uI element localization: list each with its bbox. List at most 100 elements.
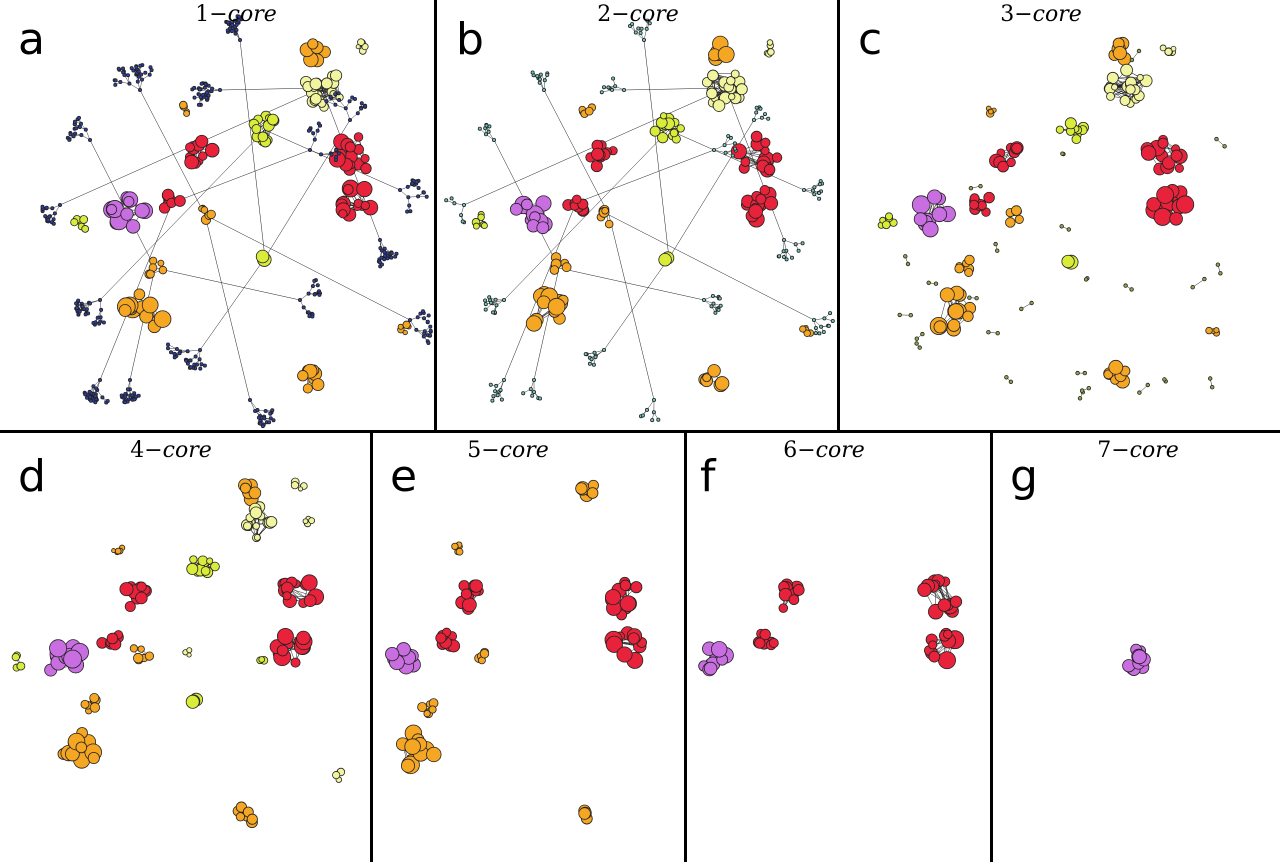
leaf-node: [76, 298, 81, 303]
branch-node: [382, 246, 387, 251]
panel-b-cluster-node: [669, 128, 679, 138]
panel-e-cluster-node: [423, 709, 431, 718]
leaf-node: [754, 105, 759, 110]
leaf-node: [67, 137, 72, 142]
branch-node: [501, 297, 506, 302]
panel-a-cluster-node: [120, 207, 134, 221]
branch-node: [537, 80, 542, 85]
fragment-node: [905, 261, 911, 267]
panel-d-cluster-node: [89, 702, 101, 713]
panel-b-cluster-node: [591, 147, 605, 161]
leaf-node: [490, 310, 495, 315]
panel-a-cluster-node: [342, 184, 354, 195]
panel-g-core-number: 7: [1097, 438, 1112, 463]
leaf-node: [813, 331, 818, 336]
backbone-edge: [129, 267, 156, 381]
panel-e-cluster-node: [462, 597, 477, 613]
panel-d-cluster-node: [106, 632, 119, 645]
branch-node: [297, 297, 302, 302]
panel-d-cluster-node: [290, 657, 301, 668]
leaf-node: [599, 90, 604, 95]
panel-e-core-word: core: [499, 438, 549, 463]
branch-node: [494, 383, 499, 388]
panel-a-cluster-node: [184, 154, 199, 170]
leaf-node: [817, 190, 822, 195]
panel-d-cluster-node: [186, 562, 199, 575]
panel-a-cluster-node: [311, 378, 325, 391]
leaf-node: [428, 328, 433, 333]
fragment-node: [903, 254, 908, 259]
panel-d-cluster-node: [248, 486, 262, 500]
branch-node: [94, 386, 99, 391]
branch-node: [123, 394, 128, 399]
panel-b-cluster-node: [803, 329, 811, 337]
panel-a-cluster-node: [338, 209, 348, 219]
panel-d-cluster-node: [276, 627, 294, 645]
backbone-edge: [543, 89, 610, 216]
panel-c-cluster-node: [1014, 214, 1024, 224]
leaf-node: [40, 204, 45, 209]
leaf-node: [268, 411, 273, 416]
divider-top-2: [837, 0, 840, 432]
panel-a-cluster-node: [356, 181, 373, 198]
branch-node: [79, 132, 84, 137]
leaf-node: [782, 254, 787, 259]
branch-node: [98, 297, 103, 302]
panel-c-core-number: 3: [1000, 2, 1015, 27]
tree-edge: [187, 349, 201, 352]
fragment-node: [974, 296, 979, 301]
leaf-node: [444, 198, 449, 203]
panel-c-cluster-node: [1011, 142, 1023, 154]
leaf-node: [138, 63, 143, 68]
panel-a-cluster-node: [146, 269, 155, 279]
panel-a-title: 1−core: [195, 4, 277, 26]
branch-node: [199, 362, 204, 367]
panel-a-cluster-node: [70, 218, 79, 227]
panel-d-cluster-node: [290, 481, 299, 490]
leaf-node: [426, 313, 431, 318]
leaf-node: [521, 391, 526, 396]
panel-b-cluster-node: [509, 202, 523, 216]
panel-b-cluster-node: [799, 325, 807, 333]
panel-c-cluster-node: [1125, 84, 1136, 95]
panel-d-cluster-node: [63, 649, 82, 669]
leaf-node: [426, 340, 431, 345]
branch-node: [532, 389, 537, 394]
leaf-node: [449, 196, 454, 201]
panel-c-cluster-node: [1205, 326, 1213, 335]
leaf-node: [184, 358, 189, 363]
leaf-node: [270, 408, 275, 413]
panel-b-cluster-node: [549, 265, 560, 275]
leaf-node: [306, 128, 311, 133]
panel-d-cluster-node: [16, 661, 26, 671]
branch-node: [812, 185, 817, 190]
fragment-edge: [1192, 278, 1205, 288]
panel-d-cluster-node: [119, 582, 134, 597]
branch-node: [418, 311, 423, 316]
branch-node: [645, 407, 650, 412]
panel-a-cluster-node: [141, 296, 159, 314]
panel-c-cluster-node: [964, 268, 974, 277]
panel-a-cluster-node: [153, 310, 172, 328]
fragment-node: [1207, 376, 1213, 381]
leaf-node: [420, 309, 425, 314]
panel-d-cluster-node: [297, 486, 304, 492]
leaf-node: [165, 346, 170, 351]
panel-b-cluster-node: [707, 69, 719, 82]
branch-node: [311, 131, 316, 136]
leaf-node: [328, 94, 333, 99]
branch-node: [306, 310, 311, 315]
leaf-node: [68, 132, 73, 137]
fragment-node: [986, 330, 991, 335]
panel-c-cluster-node: [1162, 156, 1176, 170]
leaf-node: [382, 253, 387, 258]
leaf-node: [408, 209, 413, 214]
panel-c-cluster-node: [964, 254, 975, 266]
branch-node: [79, 121, 84, 126]
branch-node: [95, 315, 100, 320]
branch-node: [710, 293, 715, 298]
branch-node: [84, 307, 89, 312]
panel-d-cluster-node: [249, 506, 263, 519]
fragment-node: [995, 331, 1000, 336]
fragment-node: [1162, 377, 1167, 382]
